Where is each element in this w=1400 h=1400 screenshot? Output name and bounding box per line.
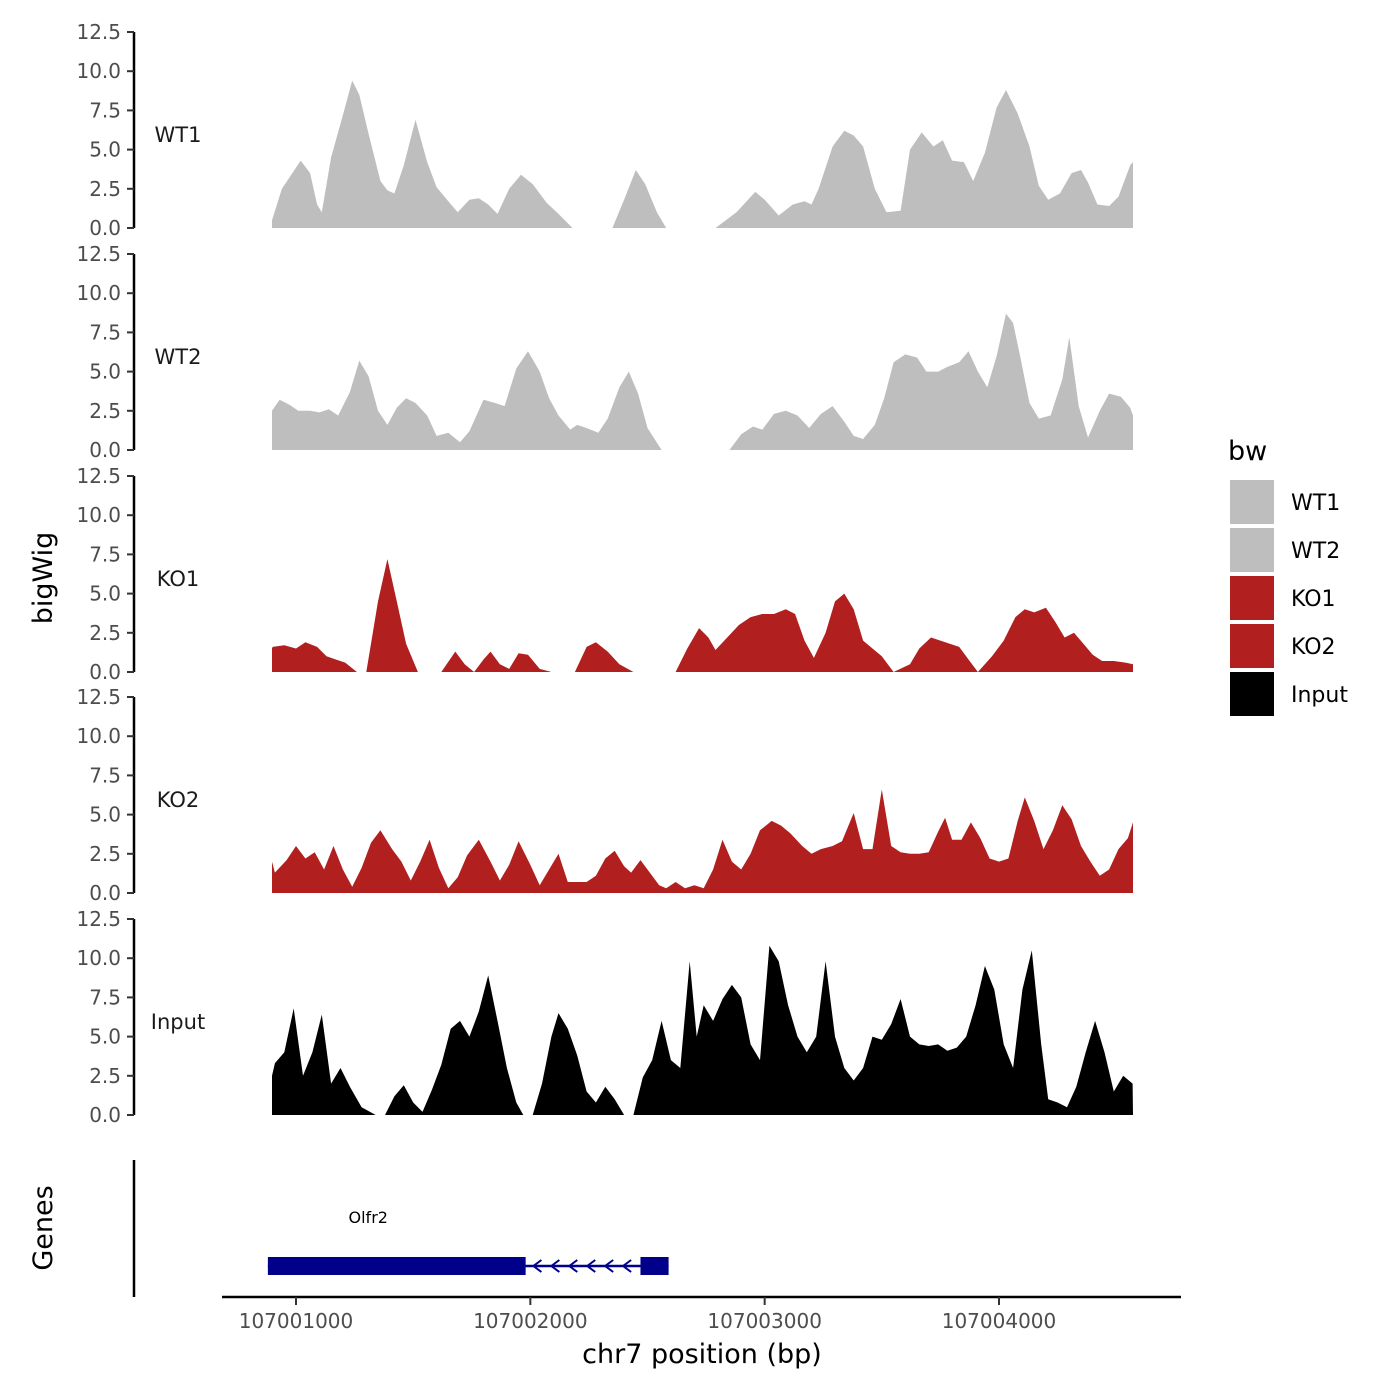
legend: bw WT1 WT2 KO1 KO2 Input bbox=[1228, 436, 1348, 716]
track-label-WT2: WT2 bbox=[155, 345, 202, 369]
y-tick-label-WT2: 5.0 bbox=[89, 360, 121, 384]
y-tick-label-KO2: 10.0 bbox=[76, 724, 121, 748]
y-tick-label-KO2: 0.0 bbox=[89, 881, 121, 905]
y-axis-title: bigWig bbox=[28, 532, 59, 625]
x-tick-label: 107004000 bbox=[942, 1309, 1057, 1333]
genes-axis-title: Genes bbox=[28, 1185, 59, 1270]
area-WT2-1 bbox=[729, 286, 1133, 450]
legend-swatch-KO1 bbox=[1230, 576, 1274, 620]
gene-label: Olfr2 bbox=[349, 1208, 388, 1227]
area-Input-0 bbox=[272, 1008, 376, 1115]
y-tick-label-WT2: 2.5 bbox=[89, 399, 121, 423]
y-tick-label-KO1: 5.0 bbox=[89, 582, 121, 606]
y-tick-label-WT2: 7.5 bbox=[89, 320, 121, 344]
track-label-KO1: KO1 bbox=[157, 567, 200, 591]
strand-chevron bbox=[531, 1259, 543, 1273]
y-tick-label-WT1: 12.5 bbox=[76, 20, 121, 44]
strand-chevron bbox=[603, 1259, 614, 1273]
track-label-Input: Input bbox=[151, 1010, 205, 1034]
y-tick-label-WT1: 7.5 bbox=[89, 98, 121, 122]
track-WT2: 0.0 2.5 5.0 7.5 10.0 12.5 WT2 bbox=[76, 242, 1133, 462]
strand-chevron bbox=[549, 1259, 560, 1273]
strand-chevron bbox=[621, 1259, 632, 1273]
legend-title: bw bbox=[1228, 436, 1267, 467]
legend-swatch-Input bbox=[1230, 672, 1274, 716]
track-KO2: 0.0 2.5 5.0 7.5 10.0 12.5 KO2 bbox=[76, 685, 1133, 905]
area-Input-3 bbox=[633, 945, 1133, 1115]
y-tick-label-KO2: 7.5 bbox=[89, 763, 121, 787]
legend-label-Input: Input bbox=[1291, 683, 1348, 708]
y-tick-label-KO1: 12.5 bbox=[76, 464, 121, 488]
y-tick-label-WT1: 5.0 bbox=[89, 138, 121, 162]
y-tick-label-KO2: 2.5 bbox=[89, 842, 121, 866]
strand-chevron bbox=[585, 1259, 596, 1273]
y-tick-label-KO2: 5.0 bbox=[89, 803, 121, 827]
y-tick-label-WT2: 12.5 bbox=[76, 242, 121, 266]
y-tick-label-WT2: 0.0 bbox=[89, 438, 121, 462]
y-tick-label-KO1: 10.0 bbox=[76, 503, 121, 527]
legend-label-KO2: KO2 bbox=[1291, 635, 1336, 660]
legend-label-WT1: WT1 bbox=[1291, 491, 1340, 516]
area-WT2-0 bbox=[272, 351, 662, 450]
genes-panel: Olfr2 bbox=[132, 1160, 669, 1297]
y-tick-label-KO1: 7.5 bbox=[89, 542, 121, 566]
y-tick-label-WT2: 10.0 bbox=[76, 281, 121, 305]
y-tick-label-KO1: 2.5 bbox=[89, 621, 121, 645]
tracks-layer: 0.0 2.5 5.0 7.5 10.0 12.5 WT1 0.0 2.5 5.0 7.5 10.0 1… bbox=[76, 20, 1133, 1127]
y-tick-label-Input: 10.0 bbox=[76, 946, 121, 970]
y-tick-label-Input: 0.0 bbox=[89, 1103, 121, 1127]
gene-exon-1 bbox=[640, 1257, 669, 1275]
track-label-KO2: KO2 bbox=[157, 788, 200, 812]
area-KO1-4 bbox=[675, 527, 1133, 672]
y-tick-label-WT1: 10.0 bbox=[76, 59, 121, 83]
legend-swatch-WT1 bbox=[1230, 480, 1274, 524]
area-KO2-0 bbox=[272, 789, 1133, 893]
area-KO1-0 bbox=[272, 642, 357, 672]
area-WT1-0 bbox=[272, 80, 573, 228]
x-tick-label: 107002000 bbox=[473, 1309, 588, 1333]
legend-label-KO1: KO1 bbox=[1291, 587, 1336, 612]
strand-chevron bbox=[567, 1259, 578, 1273]
track-WT1: 0.0 2.5 5.0 7.5 10.0 12.5 WT1 bbox=[76, 20, 1133, 240]
legend-label-WT2: WT2 bbox=[1291, 539, 1340, 564]
area-WT1-2 bbox=[715, 39, 1133, 228]
y-tick-label-Input: 7.5 bbox=[89, 985, 121, 1009]
track-Input: 0.0 2.5 5.0 7.5 10.0 12.5 Input bbox=[76, 907, 1133, 1127]
y-tick-label-Input: 5.0 bbox=[89, 1025, 121, 1049]
area-Input-2 bbox=[532, 1013, 625, 1115]
area-WT1-1 bbox=[612, 170, 667, 228]
track-label-WT1: WT1 bbox=[155, 123, 202, 147]
area-Input-1 bbox=[385, 975, 524, 1115]
y-tick-label-KO1: 0.0 bbox=[89, 660, 121, 684]
x-axis-title: chr7 position (bp) bbox=[582, 1339, 822, 1370]
track-KO1: 0.0 2.5 5.0 7.5 10.0 12.5 KO1 bbox=[76, 464, 1133, 684]
y-tick-label-Input: 12.5 bbox=[76, 907, 121, 931]
area-KO1-2 bbox=[441, 651, 552, 672]
y-tick-label-WT1: 2.5 bbox=[89, 177, 121, 201]
area-KO1-3 bbox=[574, 642, 634, 672]
legend-swatch-KO2 bbox=[1230, 624, 1274, 668]
x-tick-label: 107003000 bbox=[707, 1309, 822, 1333]
x-tick-label: 107001000 bbox=[239, 1309, 354, 1333]
y-tick-label-KO2: 12.5 bbox=[76, 685, 121, 709]
legend-swatch-WT2 bbox=[1230, 528, 1274, 572]
area-KO1-1 bbox=[366, 559, 418, 672]
x-axis: 107001000 107002000 107003000 107004000 bbox=[222, 1295, 1181, 1333]
y-tick-label-WT1: 0.0 bbox=[89, 216, 121, 240]
y-tick-label-Input: 2.5 bbox=[89, 1064, 121, 1088]
gene-exon-0 bbox=[267, 1257, 526, 1275]
